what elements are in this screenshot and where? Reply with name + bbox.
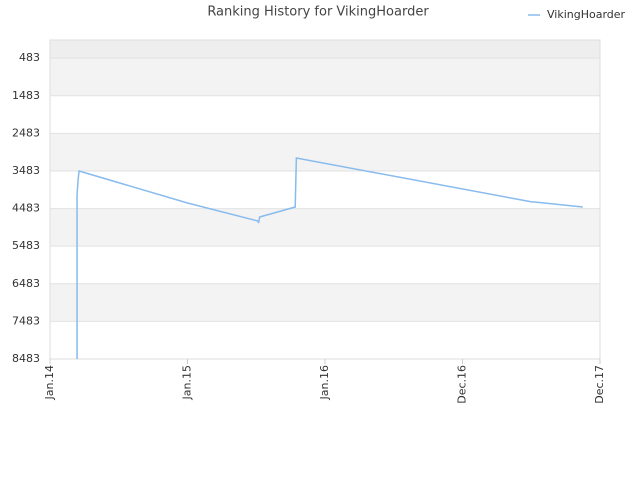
y-tick-label: 5483 xyxy=(12,239,40,252)
band xyxy=(50,246,600,284)
x-tick-label: Dec.17 xyxy=(593,365,606,404)
band xyxy=(50,58,600,96)
band xyxy=(50,133,600,171)
band xyxy=(50,208,600,247)
y-tick-label: 483 xyxy=(19,51,40,64)
y-tick-label: 2483 xyxy=(12,126,40,139)
y-tick-label: 8483 xyxy=(12,352,40,365)
band xyxy=(50,321,600,359)
x-tick-label: Jan.15 xyxy=(181,365,194,400)
chart-title: Ranking History for VikingHoarder xyxy=(207,5,429,20)
band xyxy=(50,40,600,59)
x-tick-label: Dec.16 xyxy=(456,365,469,404)
y-tick-label: 6483 xyxy=(12,277,40,290)
band xyxy=(50,283,600,322)
band xyxy=(50,170,600,209)
x-tick-label: Jan.14 xyxy=(43,365,56,400)
series-line xyxy=(76,157,583,359)
legend-label: VikingHoarder xyxy=(547,8,626,21)
x-tick-label: Jan.16 xyxy=(318,365,331,400)
y-tick-label: 7483 xyxy=(12,314,40,327)
y-tick-label: 4483 xyxy=(12,202,40,215)
y-tick-label: 1483 xyxy=(12,89,40,102)
y-tick-label: 3483 xyxy=(12,164,40,177)
band xyxy=(50,95,600,134)
